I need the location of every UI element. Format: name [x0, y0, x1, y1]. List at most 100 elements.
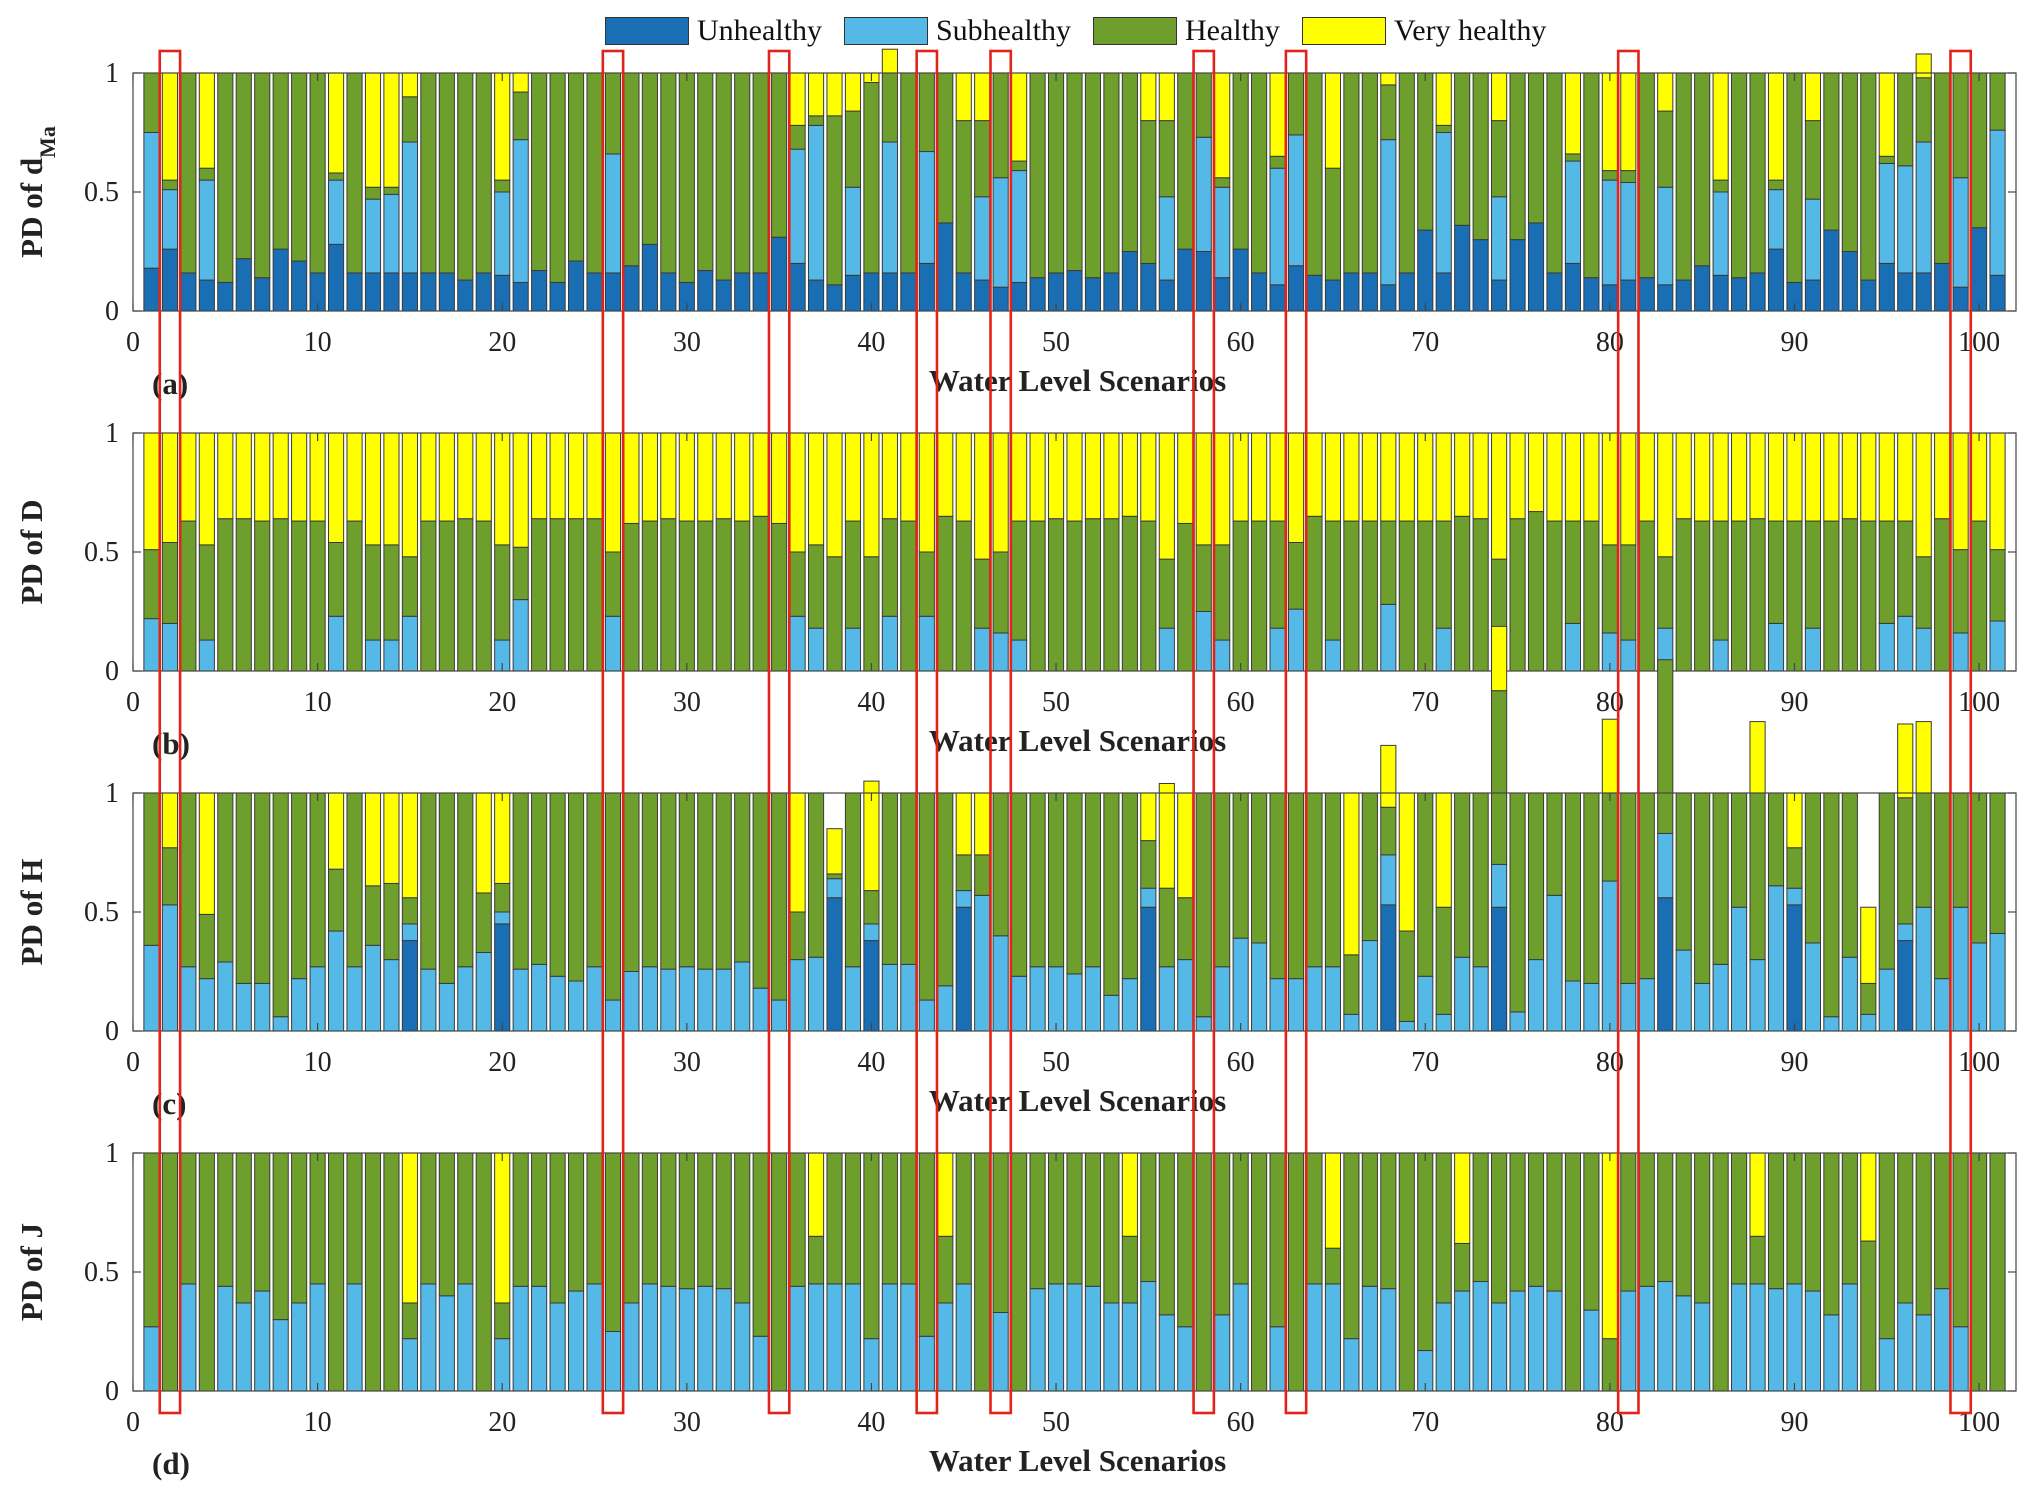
bar-segment: [254, 1152, 271, 1292]
bar-segment: [1823, 1152, 1840, 1316]
bar-segment: [826, 432, 843, 558]
bar-segment: [1269, 1326, 1286, 1392]
bar-segment: [1657, 897, 1674, 1032]
bar-segment: [1620, 982, 1637, 1032]
bar-segment: [900, 1283, 917, 1392]
x-tick-label: 60: [1227, 327, 1255, 358]
bar-segment: [807, 792, 825, 958]
bar-segment: [1029, 432, 1046, 522]
bar-segment: [1306, 1283, 1323, 1392]
bar-segment: [1269, 978, 1286, 1032]
bar-segment: [1620, 170, 1637, 183]
bar-segment: [974, 558, 991, 629]
bar-segment: [586, 966, 603, 1032]
bar-segment: [346, 966, 363, 1032]
bar-segment: [383, 639, 400, 672]
bar-segment: [992, 1311, 1009, 1392]
bar-segment: [1269, 167, 1286, 286]
bar-segment: [1952, 1326, 1969, 1392]
bar-segment: [1214, 277, 1231, 312]
bar-segment: [161, 72, 178, 181]
bar-segment: [1011, 1152, 1028, 1392]
bar-segment: [734, 520, 751, 672]
bar-segment: [143, 792, 160, 946]
bar-segment: [1620, 639, 1637, 672]
bar-segment: [1343, 520, 1360, 672]
bar-segment: [1084, 966, 1102, 1032]
bar-segment: [549, 975, 566, 1032]
bar-segment: [937, 432, 954, 517]
bar-segment: [1675, 279, 1692, 312]
bar-segment: [1232, 1283, 1249, 1392]
bar-segment: [1454, 1242, 1471, 1292]
bar-segment: [752, 792, 769, 989]
bar-segment: [1324, 432, 1342, 522]
bar-segment: [1915, 141, 1932, 274]
bar-segment: [1527, 511, 1545, 672]
bar-segment: [1860, 982, 1877, 1015]
bar-segment: [512, 432, 529, 548]
bar-segment: [1564, 262, 1582, 312]
bar-segment: [937, 72, 954, 224]
bar-segment: [1804, 1290, 1821, 1392]
bar-segment: [457, 1152, 474, 1285]
bar-segment: [1417, 1152, 1434, 1352]
bar-segment: [1583, 72, 1600, 279]
bar-segment: [1731, 520, 1748, 672]
bar-segment: [1232, 1152, 1249, 1285]
bar-segment: [1804, 520, 1821, 629]
bar-segment: [235, 1302, 252, 1392]
bar-segment: [900, 963, 917, 1032]
bar-segment: [1638, 277, 1655, 312]
bar-segment: [1214, 544, 1231, 641]
bar-segment: [1287, 978, 1305, 1032]
bar-segment: [1952, 286, 1969, 312]
bar-segment: [1657, 1281, 1674, 1392]
bar-segment: [1601, 432, 1618, 546]
bar-segment: [1878, 262, 1895, 312]
bar-segment: [900, 432, 917, 522]
bar-segment: [604, 792, 622, 1001]
bar-segment: [1878, 72, 1895, 157]
bar-segment: [604, 1152, 622, 1332]
bar-segment: [1435, 432, 1452, 522]
bar-segment: [1361, 940, 1378, 1032]
bar-segment: [955, 520, 972, 672]
x-tick-label: 10: [304, 327, 332, 358]
bar-segment: [198, 279, 215, 312]
bar-segment: [678, 792, 695, 968]
bar-segment: [1601, 1152, 1618, 1340]
bar-segment: [235, 1152, 252, 1304]
bar-segment: [1841, 72, 1858, 252]
bar-segment: [1786, 520, 1803, 672]
bar-segment: [1324, 792, 1342, 968]
bar-segment: [1472, 1281, 1489, 1392]
bar-segment: [1251, 72, 1268, 274]
x-tick-label: 30: [673, 327, 701, 358]
bar-segment: [1915, 1152, 1932, 1316]
bar-segment: [1324, 72, 1342, 169]
bar-segment: [918, 432, 935, 553]
bar-segment: [1971, 520, 1988, 672]
bar-segment: [1454, 515, 1471, 672]
bar-segment: [143, 549, 160, 620]
bar-segment: [1435, 627, 1452, 672]
bar-segment: [161, 792, 178, 849]
y-tick-label: 1: [105, 778, 119, 809]
bar-segment: [309, 520, 326, 672]
bar-segment: [401, 940, 418, 1032]
bar-segment: [734, 432, 751, 522]
bar-segment: [549, 72, 566, 283]
bar-segment: [512, 72, 529, 93]
bar-segment: [531, 270, 548, 312]
bar-segment: [1934, 1288, 1951, 1392]
bar-segment: [1491, 558, 1508, 629]
bar-segment: [328, 1152, 345, 1392]
bar-segment: [1066, 72, 1083, 272]
bar-segment: [1564, 72, 1582, 155]
bar-segment: [1767, 1288, 1785, 1392]
bar-segment: [1878, 792, 1895, 970]
bar-segment: [1084, 1152, 1102, 1287]
bar-segment: [826, 897, 843, 1032]
bar-segment: [1546, 272, 1563, 312]
